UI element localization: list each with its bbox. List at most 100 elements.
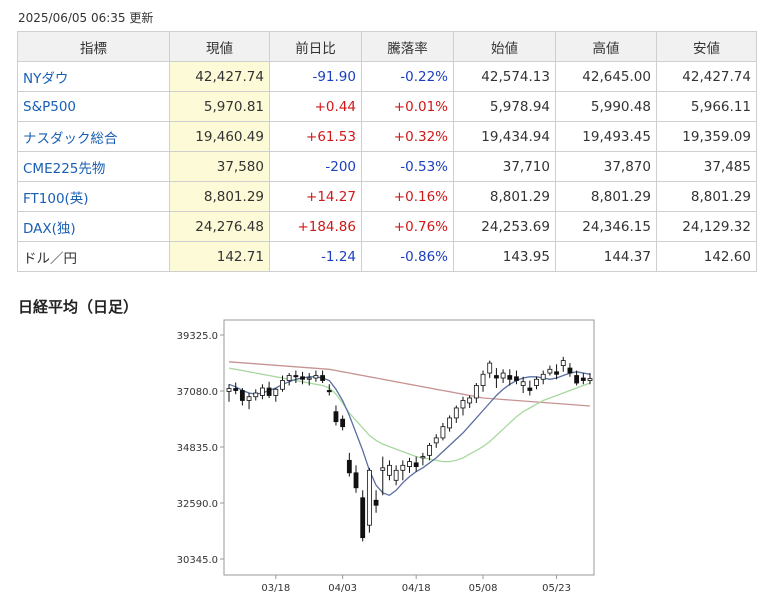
- pct-cell: +0.76%: [361, 211, 454, 242]
- index-name-cell[interactable]: FT100(英): [17, 181, 170, 212]
- high-cell: 5,990.48: [555, 91, 657, 122]
- candle-body: [293, 375, 299, 378]
- candle-body: [346, 459, 352, 474]
- change-cell: +184.86: [269, 211, 362, 242]
- current-cell: 5,970.81: [169, 91, 270, 122]
- candle-body: [226, 388, 232, 392]
- candle-body: [427, 444, 432, 456]
- index-name-link[interactable]: S&P500: [23, 98, 77, 115]
- candle-body: [306, 377, 312, 380]
- open-cell: 143.95: [453, 241, 556, 272]
- high-cell: 42,645.00: [555, 61, 657, 92]
- candle-body: [273, 388, 279, 396]
- column-header-high: 高値: [555, 31, 657, 62]
- candle-body: [453, 407, 459, 419]
- index-name-link[interactable]: CME225先物: [23, 160, 106, 177]
- candle-body: [433, 437, 439, 444]
- candle-body: [473, 385, 479, 399]
- candle-body: [286, 375, 292, 381]
- table-row: ナスダック総合 19,460.49 +61.53 +0.32% 19,434.94 19,…: [17, 121, 757, 152]
- chart-section-title: 日経平均（日足）: [18, 298, 139, 316]
- candle-body: [520, 381, 526, 386]
- candle-body: [407, 461, 412, 467]
- candle-body: [366, 469, 372, 526]
- low-cell: 37,485: [656, 151, 757, 182]
- index-name-link[interactable]: ナスダック総合: [23, 130, 118, 147]
- pct-cell: -0.22%: [361, 61, 454, 92]
- candle-body: [253, 392, 259, 398]
- pct-cell: +0.16%: [361, 181, 454, 212]
- candle-body: [460, 400, 466, 409]
- change-cell: -1.24: [269, 241, 362, 272]
- current-cell: 42,427.74: [169, 61, 270, 92]
- table-row: NYダウ 42,427.74 -91.90 -0.22% 42,574.13 42,645…: [17, 61, 757, 92]
- column-header-percent: 騰落率: [361, 31, 454, 62]
- change-cell: +61.53: [269, 121, 362, 152]
- y-tick-label: 39325.0: [177, 331, 218, 342]
- x-tick-label: 03/18: [261, 583, 290, 594]
- y-tick-label: 34835.0: [177, 443, 218, 454]
- ma-long-line: [228, 361, 591, 407]
- x-tick-label: 04/18: [402, 583, 431, 594]
- update-timestamp: 2025/06/05 06:35 更新: [18, 11, 154, 25]
- change-cell: +0.44: [269, 91, 362, 122]
- open-cell: 24,253.69: [453, 211, 556, 242]
- low-cell: 142.60: [656, 241, 757, 272]
- change-cell: -91.90: [269, 61, 362, 92]
- candle-body: [507, 375, 513, 380]
- index-name-link[interactable]: FT100(英): [23, 190, 89, 207]
- low-cell: 42,427.74: [656, 61, 757, 92]
- index-name-cell[interactable]: S&P500: [17, 91, 170, 122]
- open-cell: 5,978.94: [453, 91, 556, 122]
- index-name-cell[interactable]: CME225先物: [17, 151, 170, 182]
- index-name-link[interactable]: DAX(独): [23, 220, 76, 237]
- column-header-current: 現値: [169, 31, 270, 62]
- candle-body: [547, 368, 553, 374]
- open-cell: 37,710: [453, 151, 556, 182]
- candle-body: [413, 462, 419, 467]
- candle-body: [239, 390, 245, 401]
- candle-body: [360, 497, 366, 539]
- candle-body: [266, 387, 272, 396]
- index-name-cell[interactable]: NYダウ: [17, 61, 170, 92]
- candle-body: [260, 387, 265, 396]
- candle-body: [353, 472, 359, 489]
- index-name-label: ドル／円: [23, 250, 77, 267]
- candle-body: [420, 456, 426, 459]
- candle-body: [494, 375, 499, 379]
- high-cell: 8,801.29: [555, 181, 657, 212]
- low-cell: 24,129.32: [656, 211, 757, 242]
- index-name-cell[interactable]: DAX(独): [17, 211, 170, 242]
- index-name-link[interactable]: NYダウ: [23, 70, 69, 87]
- index-name-cell: ドル／円: [17, 241, 170, 272]
- table-header-row: 指標 現値 前日比 騰落率 始値 高値 安値: [17, 31, 757, 62]
- table-row: FT100(英) 8,801.29 +14.27 +0.16% 8,801.29 8,80…: [17, 181, 757, 212]
- plot-area: [223, 319, 595, 576]
- candle-body: [540, 373, 546, 380]
- candle-body: [527, 387, 533, 391]
- candle-body: [567, 367, 573, 374]
- current-cell: 19,460.49: [169, 121, 270, 152]
- index-name-cell[interactable]: ナスダック総合: [17, 121, 170, 152]
- table-row: CME225先物 37,580 -200 -0.53% 37,710 37,870 37,4…: [17, 151, 757, 182]
- column-header-open: 始値: [453, 31, 556, 62]
- change-cell: -200: [269, 151, 362, 182]
- candle-body: [514, 376, 519, 381]
- candle-body: [387, 464, 392, 476]
- candle-body: [580, 377, 586, 381]
- current-cell: 8,801.29: [169, 181, 270, 212]
- pct-cell: -0.86%: [361, 241, 454, 272]
- candle-body: [534, 378, 539, 386]
- column-header-index: 指標: [17, 31, 170, 62]
- current-cell: 37,580: [169, 151, 270, 182]
- table-row: S&P500 5,970.81 +0.44 +0.01% 5,978.94 5,990.4…: [17, 91, 757, 122]
- open-cell: 8,801.29: [453, 181, 556, 212]
- low-cell: 19,359.09: [656, 121, 757, 152]
- candle-body: [467, 397, 473, 404]
- pct-cell: -0.53%: [361, 151, 454, 182]
- x-tick-label: 04/03: [328, 583, 357, 594]
- pct-cell: +0.01%: [361, 91, 454, 122]
- candle-body: [233, 388, 239, 391]
- candle-body: [373, 499, 379, 506]
- candle-body: [340, 418, 346, 428]
